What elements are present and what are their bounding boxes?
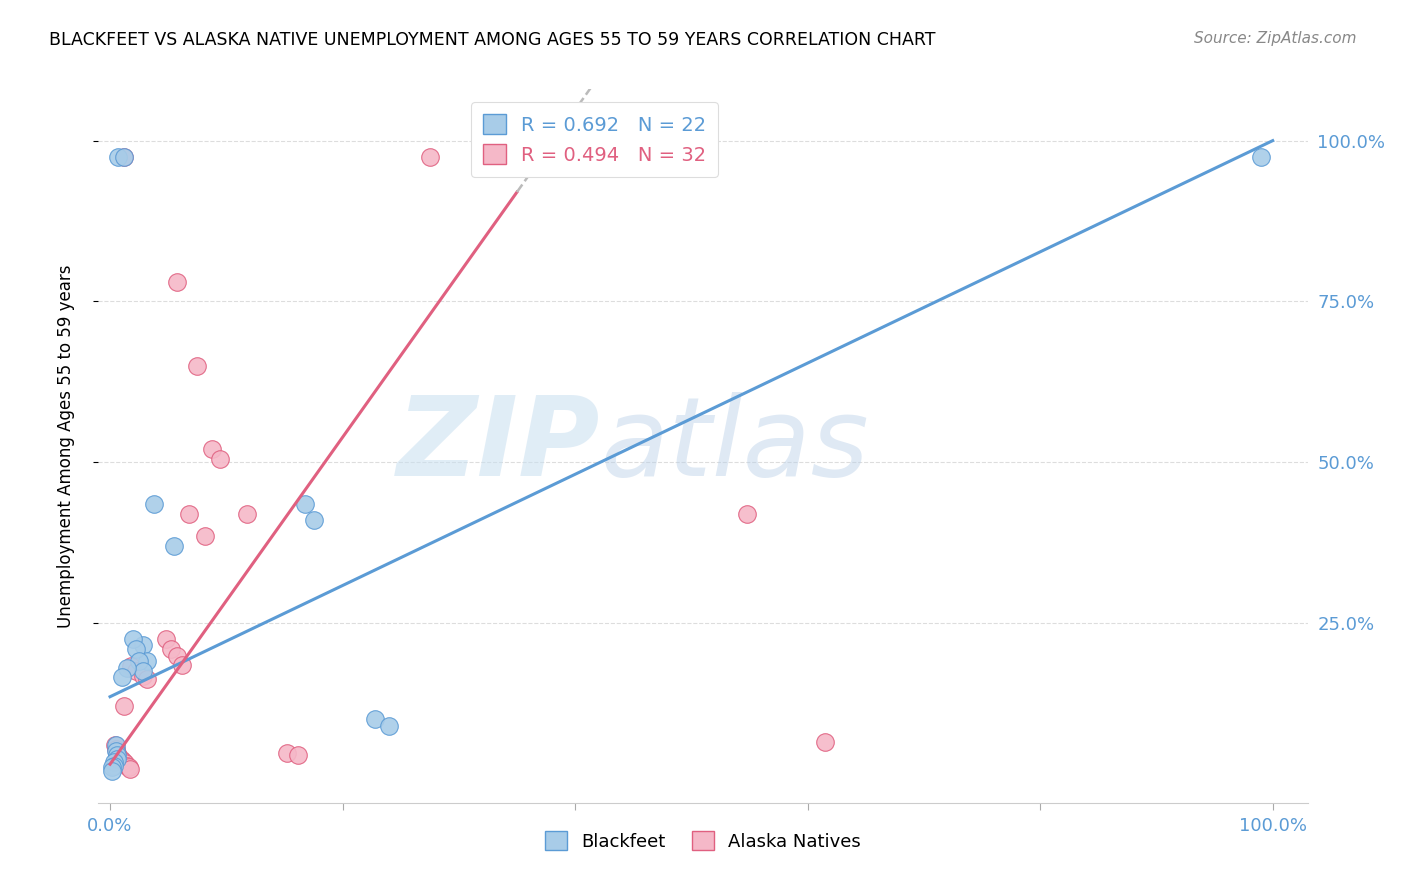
Point bbox=[117, 661, 139, 675]
Point bbox=[294, 497, 316, 511]
Point bbox=[105, 746, 128, 760]
Point bbox=[136, 654, 159, 668]
Point bbox=[104, 741, 127, 756]
Point bbox=[112, 699, 135, 714]
Point bbox=[105, 752, 128, 766]
Point bbox=[209, 451, 232, 466]
Point bbox=[128, 654, 150, 668]
Point bbox=[131, 664, 153, 678]
Point bbox=[107, 748, 129, 763]
Text: ZIP: ZIP bbox=[396, 392, 600, 500]
Point bbox=[287, 747, 309, 762]
Point bbox=[101, 760, 124, 774]
Point bbox=[131, 668, 153, 682]
Y-axis label: Unemployment Among Ages 55 to 59 years: Unemployment Among Ages 55 to 59 years bbox=[56, 264, 75, 628]
Point bbox=[194, 529, 217, 543]
Point bbox=[364, 712, 387, 726]
Point bbox=[172, 657, 194, 672]
Point bbox=[114, 756, 136, 770]
Point bbox=[814, 735, 837, 749]
Point bbox=[419, 150, 441, 164]
Legend: Blackfeet, Alaska Natives: Blackfeet, Alaska Natives bbox=[537, 824, 869, 858]
Point bbox=[735, 507, 758, 521]
Point bbox=[143, 497, 166, 511]
Point bbox=[166, 649, 188, 664]
Point bbox=[159, 641, 181, 656]
Point bbox=[155, 632, 177, 646]
Point bbox=[112, 150, 135, 164]
Point bbox=[107, 150, 129, 164]
Point bbox=[111, 754, 134, 768]
Point bbox=[122, 632, 145, 646]
Point bbox=[112, 150, 135, 164]
Point bbox=[124, 641, 146, 656]
Point bbox=[110, 752, 132, 766]
Point bbox=[104, 744, 127, 758]
Text: Source: ZipAtlas.com: Source: ZipAtlas.com bbox=[1194, 31, 1357, 46]
Point bbox=[117, 758, 139, 772]
Point bbox=[104, 738, 127, 752]
Text: BLACKFEET VS ALASKA NATIVE UNEMPLOYMENT AMONG AGES 55 TO 59 YEARS CORRELATION CH: BLACKFEET VS ALASKA NATIVE UNEMPLOYMENT … bbox=[49, 31, 936, 49]
Point bbox=[105, 747, 128, 762]
Point bbox=[1250, 150, 1272, 164]
Point bbox=[276, 746, 298, 760]
Point bbox=[101, 764, 124, 778]
Point bbox=[104, 738, 127, 752]
Point bbox=[166, 275, 188, 289]
Point bbox=[236, 507, 259, 521]
Point bbox=[118, 763, 141, 777]
Point bbox=[118, 760, 141, 774]
Point bbox=[136, 673, 159, 687]
Point bbox=[120, 658, 142, 673]
Point bbox=[163, 539, 186, 553]
Point bbox=[186, 359, 208, 373]
Point bbox=[124, 664, 146, 678]
Point bbox=[302, 513, 325, 527]
Point bbox=[201, 442, 224, 457]
Point bbox=[179, 507, 201, 521]
Point bbox=[103, 756, 125, 770]
Point bbox=[131, 638, 153, 652]
Point bbox=[378, 719, 401, 733]
Point bbox=[103, 758, 125, 772]
Point bbox=[111, 670, 134, 684]
Text: atlas: atlas bbox=[600, 392, 869, 500]
